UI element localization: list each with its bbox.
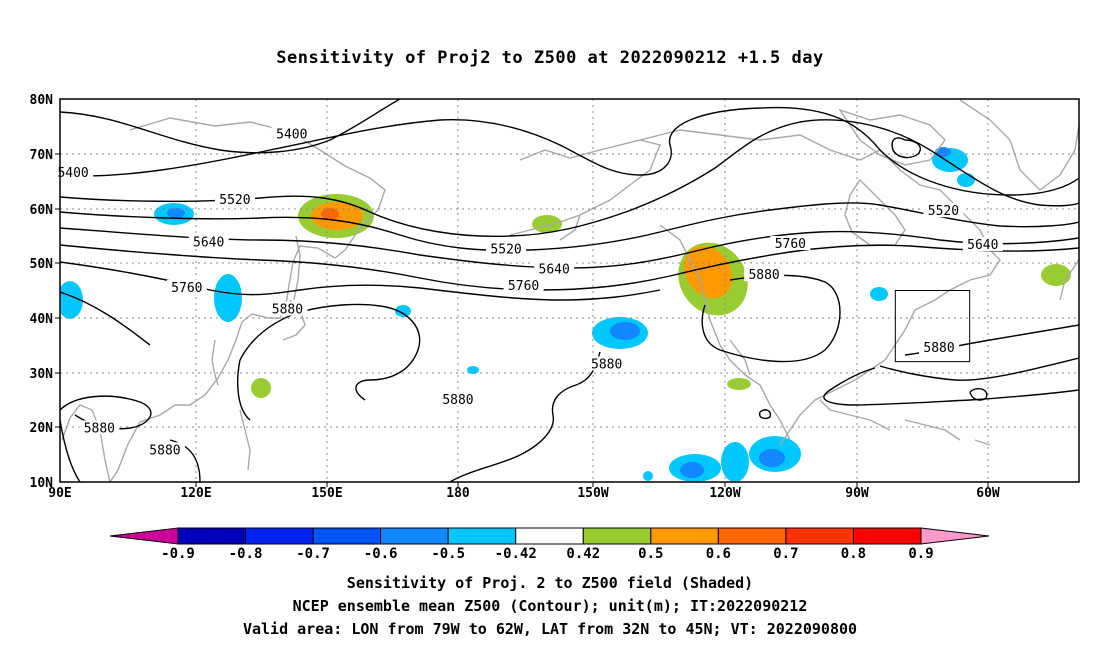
contour-label: 5520 bbox=[219, 193, 250, 208]
sensitivity-shading bbox=[60, 147, 1071, 482]
colorbar-label: -0.7 bbox=[296, 546, 330, 562]
contour-label-bg bbox=[586, 356, 627, 371]
colorbar: -0.9 -0.8 -0.7 -0.6 -0.5 -0.42 0.42 0.5 0.6 0.7 0.… bbox=[109, 527, 990, 562]
colorbar-cell bbox=[245, 527, 314, 545]
contour-label-bg bbox=[534, 261, 575, 276]
lon-tick-label: 180 bbox=[446, 486, 470, 501]
contour-label-bg bbox=[53, 164, 94, 179]
plot-title: Sensitivity of Proj2 to Z500 at 20220902… bbox=[276, 48, 824, 68]
lat-tick-label: 80N bbox=[30, 93, 54, 108]
colorbar-label: -0.42 bbox=[495, 546, 537, 562]
map-frame bbox=[59, 98, 1080, 483]
lon-tick-label: 60W bbox=[976, 486, 1000, 501]
colorbar-label: -0.9 bbox=[161, 546, 195, 562]
lat-tick-label: 50N bbox=[30, 257, 54, 272]
contour-label-bg bbox=[962, 237, 1003, 252]
contour-label: 5400 bbox=[57, 166, 88, 181]
colorbar-label: 0.9 bbox=[908, 546, 933, 562]
contour-label: 5880 bbox=[748, 268, 779, 283]
contour-label-bg bbox=[188, 234, 229, 249]
longitude-axis: 90E 120E 150E 180 150W 120W 90W 60W bbox=[48, 482, 1000, 501]
colorbar-high-end bbox=[920, 527, 990, 545]
colorbar-cell bbox=[380, 527, 449, 545]
colorbar-cell bbox=[447, 527, 517, 545]
colorbar-label: 0.5 bbox=[638, 546, 663, 562]
colorbar-cell bbox=[515, 527, 584, 545]
lon-tick-label: 120E bbox=[180, 486, 211, 501]
lat-tick-label: 20N bbox=[30, 421, 54, 436]
lat-tick-label: 70N bbox=[30, 148, 54, 163]
colorbar-cell bbox=[582, 527, 652, 545]
contour-label-bg bbox=[214, 192, 255, 207]
contour-label-bg bbox=[271, 126, 312, 141]
colorbar-cell bbox=[717, 527, 787, 545]
contour-label-bg bbox=[770, 235, 811, 250]
contour-label: 5880 bbox=[272, 303, 303, 318]
coastlines bbox=[61, 99, 1079, 482]
lat-tick-label: 30N bbox=[30, 367, 54, 382]
colorbar-label: 0.42 bbox=[566, 546, 600, 562]
colorbar-label: -0.6 bbox=[364, 546, 398, 562]
contour-label-bg bbox=[923, 203, 964, 218]
colorbar-cell bbox=[650, 527, 719, 545]
colorbar-cell bbox=[785, 527, 854, 545]
contour-label-bg bbox=[744, 267, 785, 282]
latitude-axis: 80N 70N 60N 50N 40N 30N 20N 10N bbox=[30, 93, 60, 491]
colorbar-label: -0.8 bbox=[229, 546, 263, 562]
contour-label: 5760 bbox=[508, 279, 539, 294]
colorbar-cell bbox=[312, 527, 382, 545]
contour-label: 5880 bbox=[84, 421, 115, 436]
lon-tick-label: 90E bbox=[48, 486, 71, 501]
caption-valid-area: Valid area: LON from 79W to 62W, LAT fro… bbox=[242, 620, 858, 638]
contour-label: 5520 bbox=[928, 204, 959, 219]
valid-area-box bbox=[894, 290, 971, 363]
contour-label: 5640 bbox=[967, 238, 998, 253]
contour-label: 5880 bbox=[591, 357, 622, 372]
contour-label: 5880 bbox=[442, 393, 473, 408]
contour-label-bg bbox=[267, 301, 308, 316]
lat-tick-label: 60N bbox=[30, 203, 54, 218]
lon-tick-label: 120W bbox=[709, 486, 740, 501]
contour-label-bg bbox=[486, 241, 527, 256]
caption-shaded: Sensitivity of Proj. 2 to Z500 field (Sh… bbox=[346, 574, 754, 592]
lat-tick-label: 10N bbox=[30, 476, 54, 491]
contour-label: 5880 bbox=[149, 443, 180, 458]
colorbar-label: 0.6 bbox=[706, 546, 731, 562]
contour-label: 5640 bbox=[193, 235, 224, 250]
contour-label-bg bbox=[437, 391, 478, 406]
lon-tick-label: 150W bbox=[577, 486, 608, 501]
contour-label-bg bbox=[166, 279, 207, 294]
colorbar-low-end bbox=[109, 527, 179, 545]
lon-tick-label: 150E bbox=[311, 486, 342, 501]
colorbar-cell bbox=[852, 527, 922, 545]
lon-tick-label: 90W bbox=[845, 486, 869, 501]
contour-label: 5400 bbox=[276, 128, 307, 143]
contour-label: 5760 bbox=[775, 237, 806, 252]
contour-label-bg bbox=[503, 278, 544, 293]
lat-tick-label: 40N bbox=[30, 312, 54, 327]
contour-label: 5760 bbox=[171, 281, 202, 296]
contour-label: 5640 bbox=[539, 263, 570, 278]
contour-label: 5520 bbox=[490, 242, 521, 257]
contour-labels: 5400540055205520552056405640564057605760… bbox=[53, 126, 1003, 458]
caption-contour: NCEP ensemble mean Z500 (Contour); unit(… bbox=[292, 597, 808, 615]
contour-label-bg bbox=[79, 420, 120, 435]
contour-label: 5880 bbox=[923, 341, 954, 356]
contour-label-bg bbox=[144, 442, 185, 457]
contour-label-bg bbox=[919, 339, 960, 354]
colorbar-label: -0.5 bbox=[431, 546, 465, 562]
colorbar-label: 0.7 bbox=[773, 546, 798, 562]
colorbar-cell bbox=[177, 527, 247, 545]
colorbar-label: 0.8 bbox=[841, 546, 866, 562]
graticule bbox=[60, 99, 1079, 482]
